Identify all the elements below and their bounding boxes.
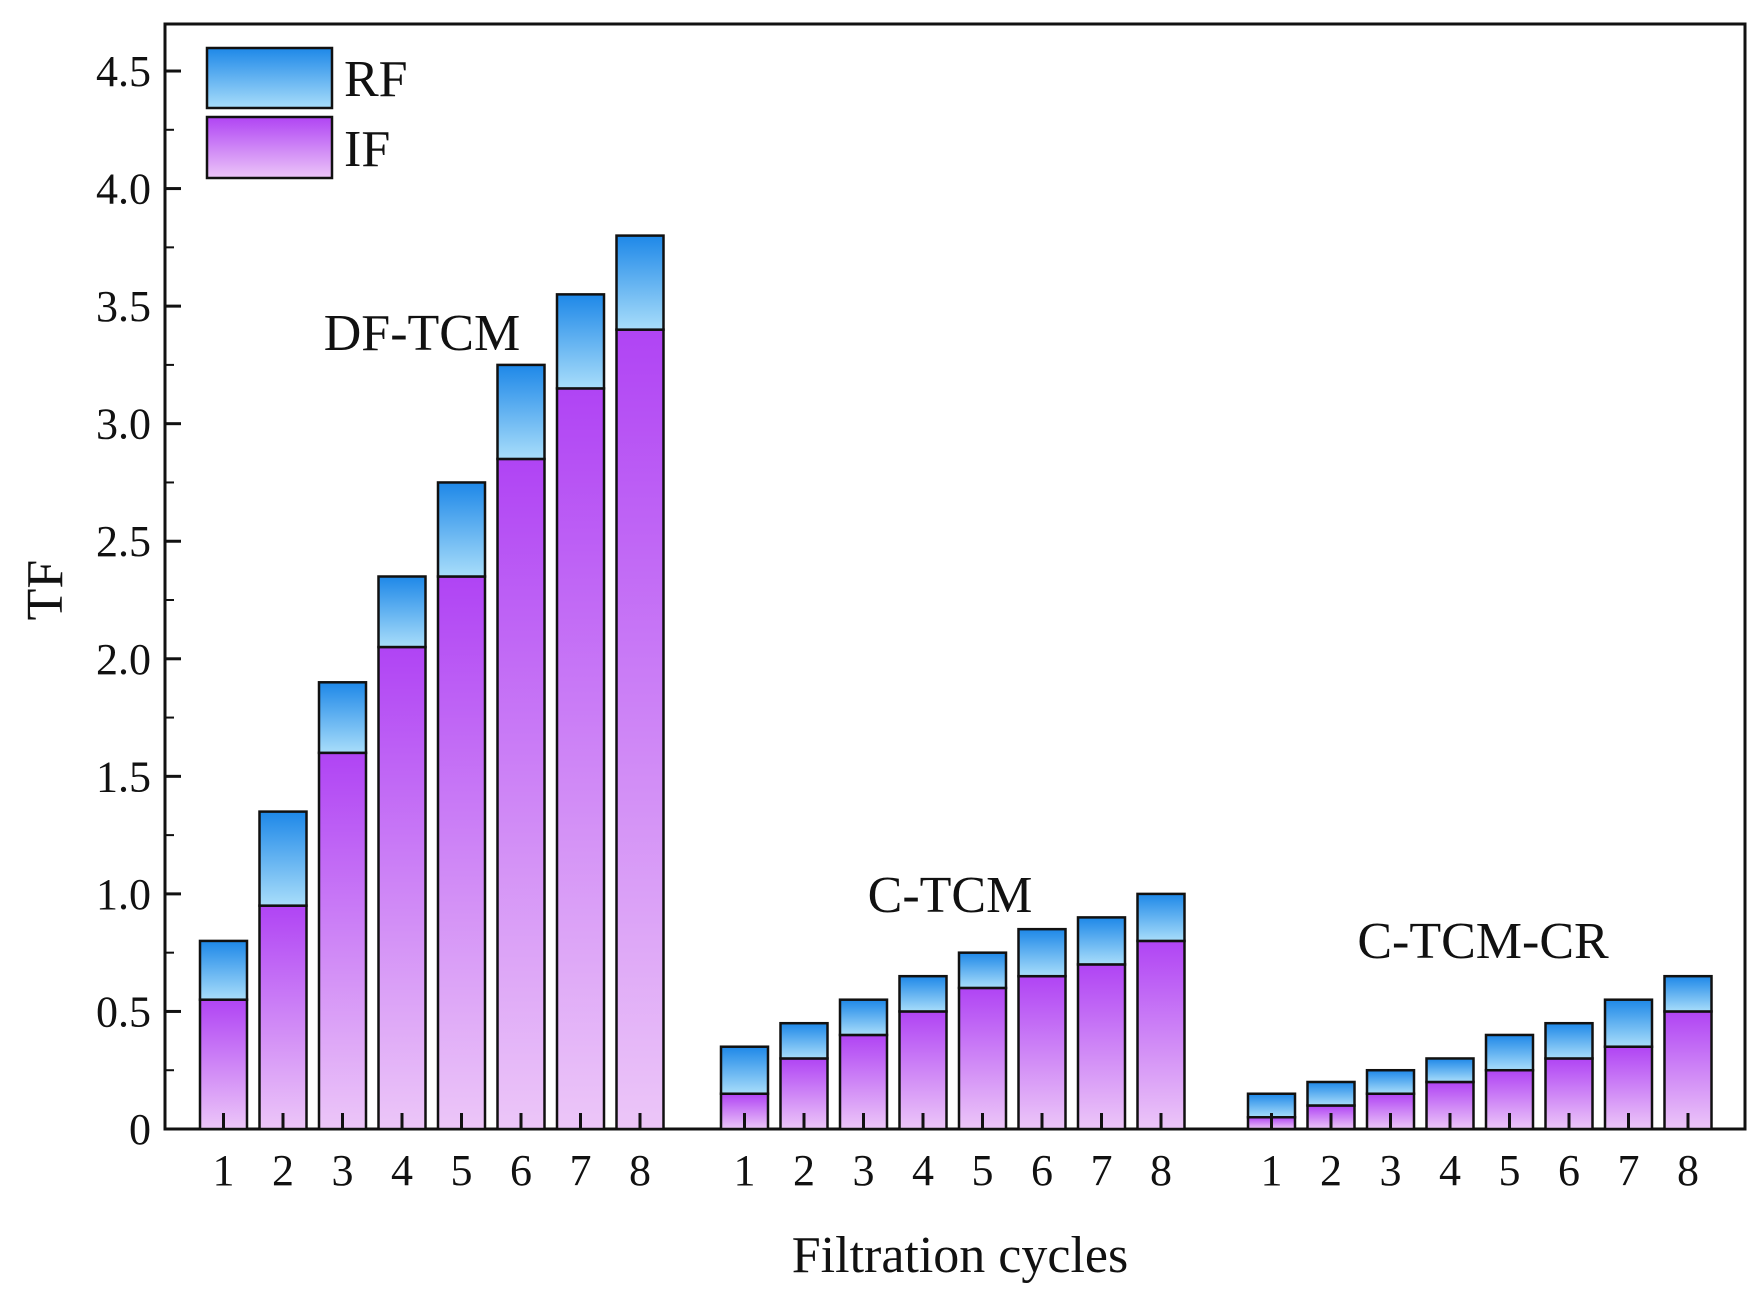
x-tick-label: 5 <box>451 1146 473 1195</box>
bar-if <box>1136 939 1186 1131</box>
y-tick-label: 2.0 <box>96 635 151 684</box>
bar-rf <box>198 939 249 1001</box>
legend-label-rf: RF <box>344 51 408 108</box>
group-label: DF-TCM <box>324 305 520 362</box>
bar-if <box>1076 963 1127 1131</box>
bar-rf <box>258 810 308 907</box>
bar-if <box>317 751 368 1131</box>
x-tick-label: 1 <box>1261 1146 1283 1195</box>
legend: RF IF <box>205 46 408 180</box>
bar-rf <box>1306 1080 1356 1107</box>
bar-if <box>615 328 665 1131</box>
group-labels: DF-TCM C-TCM C-TCM-CR <box>324 305 1609 970</box>
x-tick-label: 5 <box>972 1146 994 1195</box>
x-tick-label: 3 <box>332 1146 354 1195</box>
bar-rf <box>496 363 546 461</box>
bar-rf <box>615 234 665 331</box>
bars <box>172 234 1740 1131</box>
y-axis-title: TF <box>17 560 74 621</box>
bar-if <box>898 1010 948 1131</box>
bar-rf <box>1017 927 1067 978</box>
bar-rf <box>1076 916 1127 966</box>
x-tick-label: 3 <box>853 1146 875 1195</box>
group-label: C-TCM-CR <box>1357 913 1609 970</box>
x-tick-label: 2 <box>793 1146 815 1195</box>
x-tick-label: 7 <box>1091 1146 1113 1195</box>
x-tick-label: 8 <box>1150 1146 1172 1195</box>
y-tick-label: 4.5 <box>96 47 151 96</box>
x-tick-label: 6 <box>1558 1146 1580 1195</box>
bar-if <box>1017 974 1067 1131</box>
y-tick-label: 2.5 <box>96 517 151 566</box>
y-tick-label: 3.0 <box>96 400 151 449</box>
bar-rf <box>436 481 487 578</box>
bar-if <box>377 645 427 1131</box>
x-tick-label: 8 <box>1677 1146 1699 1195</box>
bar-rf <box>1484 1033 1535 1072</box>
bar-if <box>496 457 546 1131</box>
y-tick-label: 3.5 <box>96 282 151 331</box>
y-tick-label: 1.5 <box>96 752 151 801</box>
bar-rf <box>317 681 368 755</box>
legend-swatch-if <box>205 115 334 180</box>
x-tick-label: 5 <box>1499 1146 1521 1195</box>
bar-if <box>258 904 308 1131</box>
bar-if <box>957 986 1008 1131</box>
bar-rf <box>1544 1021 1594 1060</box>
x-axis-title: Filtration cycles <box>792 1227 1128 1284</box>
legend-label-if: IF <box>344 121 390 178</box>
y-tick-label: 1.0 <box>96 870 151 919</box>
group-label: C-TCM <box>868 867 1033 924</box>
bar-rf <box>1365 1068 1416 1095</box>
bar-if <box>436 575 487 1131</box>
bar-rf <box>898 974 948 1013</box>
x-tick-label: 4 <box>391 1146 413 1195</box>
bar-if <box>198 998 249 1131</box>
bar-rf <box>555 293 606 390</box>
x-tick-label: 1 <box>734 1146 756 1195</box>
bar-rf <box>957 951 1008 990</box>
x-tick-label: 2 <box>1320 1146 1342 1195</box>
y-axis: 0 0.5 1.0 1.5 2.0 2.5 3.0 3.5 4.0 4.5 <box>96 47 181 1154</box>
x-tick-label: 6 <box>510 1146 532 1195</box>
x-tick-label: 6 <box>1031 1146 1053 1195</box>
x-tick-label: 8 <box>629 1146 651 1195</box>
bar-if <box>555 387 606 1131</box>
y-tick-label: 0.5 <box>96 987 151 1036</box>
x-tick-label: 7 <box>1618 1146 1640 1195</box>
bar-rf <box>1603 998 1654 1048</box>
bar-rf <box>1136 892 1186 943</box>
y-tick-label: 4.0 <box>96 165 151 214</box>
legend-swatch-rf <box>205 46 334 110</box>
x-tick-label: 4 <box>912 1146 934 1195</box>
x-tick-label: 3 <box>1380 1146 1402 1195</box>
bar-rf <box>1663 974 1713 1013</box>
bar-rf <box>377 575 427 649</box>
bar-if <box>1663 1010 1713 1131</box>
x-tick-label: 7 <box>570 1146 592 1195</box>
bar-rf <box>1425 1057 1475 1084</box>
y-tick-label: 0 <box>129 1105 151 1154</box>
x-tick-label: 1 <box>213 1146 235 1195</box>
bar-rf <box>719 1045 770 1095</box>
bar-rf <box>838 998 889 1037</box>
bar-rf <box>779 1021 829 1060</box>
x-tick-label: 4 <box>1439 1146 1461 1195</box>
x-tick-label: 2 <box>272 1146 294 1195</box>
